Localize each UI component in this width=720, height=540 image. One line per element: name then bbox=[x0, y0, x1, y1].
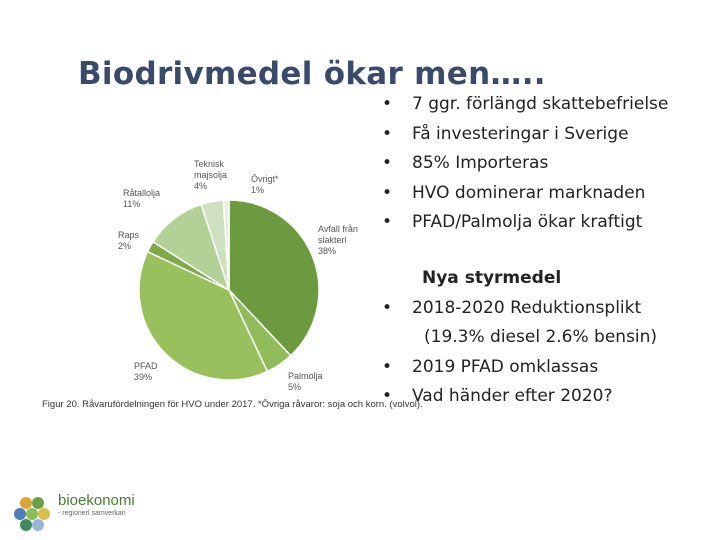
pie-label-5: Teknisk majsolja 4% bbox=[194, 159, 227, 191]
bullet-investments: Få investeringar i Sverige bbox=[382, 120, 668, 150]
pie-slice-6 bbox=[222, 199, 230, 291]
pie-slice-2 bbox=[138, 250, 269, 381]
bullet-imported: 85% Importeras bbox=[382, 149, 668, 179]
policy-heading: Nya styrmedel bbox=[422, 268, 562, 288]
bullet-list-policy: Nya styrmedel 2018-2020 Reduktionsplikt … bbox=[382, 264, 657, 412]
bioekonomi-logo: bioekonomi - regionerl samverkan bbox=[12, 492, 172, 532]
logo-mark-icon bbox=[14, 497, 50, 531]
pie-slice-0 bbox=[228, 199, 320, 357]
logo-name: bioekonomi bbox=[58, 492, 135, 509]
pie-label-4: Råtallolja 11% bbox=[123, 188, 160, 209]
slide-title: Biodrivmedel ökar men….. bbox=[78, 56, 546, 92]
pie-label-0: Avfall från slakteri 38% bbox=[318, 224, 358, 256]
bullet-reduction-duty: 2018-2020 Reduktionsplikt bbox=[382, 294, 657, 324]
logo-subtitle: - regionerl samverkan bbox=[58, 510, 126, 517]
reduction-detail: (19.3% diesel 2.6% bensin) bbox=[424, 327, 658, 347]
pie-label-2: PFAD 39% bbox=[134, 361, 158, 382]
figure-caption: Figur 20. Råvarufördelningen för HVO und… bbox=[42, 399, 423, 410]
bullet-hvo: HVO dominerar marknaden bbox=[382, 179, 668, 209]
bullet-after-2020: Vad händer efter 2020? bbox=[382, 382, 657, 412]
pie-label-3: Raps 2% bbox=[118, 230, 140, 251]
pie-label-6: Övrigt* 1% bbox=[251, 174, 279, 195]
bullet-tax-exemption: 7 ggr. förlängd skattebefrielse bbox=[382, 90, 668, 120]
bullet-list-top: 7 ggr. förlängd skattebefrielse Få inves… bbox=[382, 90, 668, 238]
hvo-feedstock-pie-chart: Avfall från slakteri 38% Palmolja 5% PFAD 39% R… bbox=[118, 159, 358, 392]
bullet-pfad-palm: PFAD/Palmolja ökar kraftigt bbox=[382, 208, 668, 238]
bullet-pfad-reclass: 2019 PFAD omklassas bbox=[382, 353, 657, 383]
pie-label-1: Palmolja 5% bbox=[288, 371, 323, 392]
